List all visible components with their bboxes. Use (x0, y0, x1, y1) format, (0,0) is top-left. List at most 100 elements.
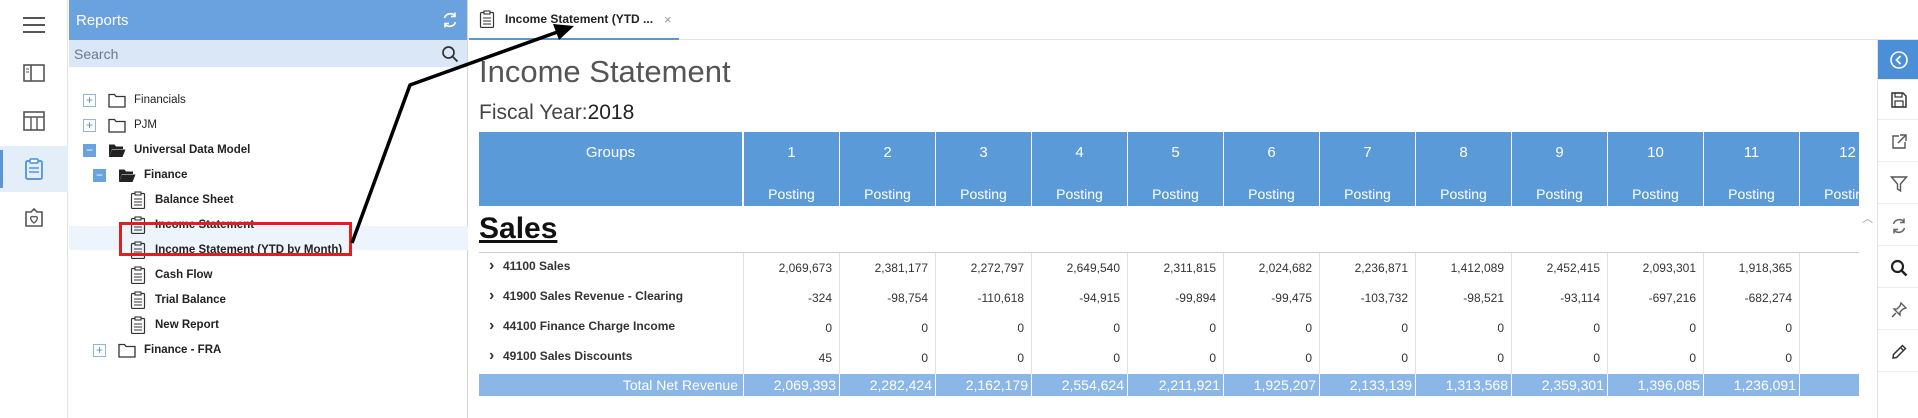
header-col-2[interactable]: 2 Posting (840, 132, 936, 206)
header-col-3[interactable]: 3 Posting (936, 132, 1032, 206)
header-col-number: 11 (1743, 144, 1760, 161)
tree-item-label: PJM (134, 119, 157, 131)
save-button[interactable] (1878, 80, 1918, 120)
collapse-toggle[interactable]: − (93, 168, 106, 182)
chevron-right-icon[interactable]: › (489, 257, 495, 274)
fiscal-year-label: Fiscal Year: (479, 101, 588, 124)
report-icon (479, 10, 495, 28)
tree-item-financials[interactable]: + Financials (83, 89, 186, 111)
row-label[interactable]: › 49100 Sales Discounts (489, 347, 632, 365)
search-button[interactable] (1878, 248, 1918, 288)
header-col-5[interactable]: 5 Posting (1128, 132, 1224, 206)
row-label[interactable]: › 41100 Sales (489, 257, 570, 275)
tree-item-label: Balance Sheet (155, 194, 234, 206)
header-col-8[interactable]: 8 Posting (1416, 132, 1512, 206)
chevron-right-icon[interactable]: › (489, 347, 495, 364)
grid-divider (479, 252, 1859, 253)
tree-item-trial-balance[interactable]: Trial Balance (129, 289, 226, 311)
chevron-right-icon[interactable]: › (489, 317, 495, 334)
header-col-11[interactable]: 11 Posting (1704, 132, 1800, 206)
export-button[interactable] (1878, 122, 1918, 162)
table-row[interactable]: › 41900 Sales Revenue - Clearing -324 -98,7… (479, 283, 1859, 313)
tree-item-universal-data-model[interactable]: − Universal Data Model (83, 139, 250, 161)
folder-open-icon (118, 166, 136, 184)
pin-button[interactable] (1878, 290, 1918, 330)
cell-value: 2,649,540 (1066, 261, 1120, 275)
total-row: Total Net Revenue 2,069,393 2,282,424 2,16… (479, 374, 1859, 396)
cell-value: 0 (1689, 351, 1696, 365)
row-label[interactable]: › 41900 Sales Revenue - Clearing (489, 287, 683, 305)
scroll-up-icon[interactable]: ︿ (1862, 213, 1873, 225)
row-label[interactable]: › 44100 Finance Charge Income (489, 317, 675, 335)
tree-item-cash-flow[interactable]: Cash Flow (129, 264, 213, 286)
header-col-6[interactable]: 6 Posting (1224, 132, 1320, 206)
search-icon[interactable] (441, 45, 459, 63)
tree-item-label: Finance (144, 169, 188, 181)
header-col-1[interactable]: 1 Posting (744, 132, 840, 206)
total-value: 1,925,207 (1253, 377, 1316, 393)
cell-value: 0 (921, 351, 928, 365)
table-row[interactable]: › 44100 Finance Charge Income 0 0 0 0 0 0 0 0 0 0 0 (479, 313, 1859, 343)
chevron-right-icon[interactable]: › (489, 287, 495, 304)
header-col-9[interactable]: 9 Posting (1512, 132, 1608, 206)
cell-value: 0 (1209, 321, 1216, 335)
header-col-7[interactable]: 7 Posting (1320, 132, 1416, 206)
expand-toggle[interactable]: + (93, 343, 106, 357)
search-input[interactable] (74, 45, 374, 62)
tree-item-label: New Report (155, 319, 219, 331)
cell-value: 0 (1785, 321, 1792, 335)
dashboards-button[interactable] (0, 98, 68, 144)
tab-income-statement-ytd[interactable]: Income Statement (YTD ... × (469, 0, 679, 40)
expand-toggle[interactable]: + (83, 118, 96, 132)
grid-line (1415, 253, 1416, 374)
cell-value: 0 (1113, 351, 1120, 365)
pin-icon (1891, 301, 1907, 317)
total-value: 2,554,624 (1061, 377, 1124, 393)
cell-value: 1,412,089 (1450, 261, 1504, 275)
header-col-12[interactable]: 12 Posting (1800, 132, 1859, 206)
cell-value: -103,732 (1360, 291, 1408, 305)
expand-toggle[interactable]: + (83, 93, 96, 107)
total-value: 1,396,085 (1637, 377, 1700, 393)
total-value: 1,236,091 (1733, 377, 1796, 393)
edit-button[interactable] (1878, 332, 1918, 372)
annotation-highlight-box (119, 222, 352, 256)
total-value: 2,069,393 (773, 377, 836, 393)
filter-icon (1889, 175, 1908, 192)
filter-button[interactable] (1878, 164, 1918, 204)
cell-value: 0 (1209, 351, 1216, 365)
toggle-sidebar-button[interactable] (0, 50, 68, 96)
header-col-4[interactable]: 4 Posting (1032, 132, 1128, 206)
report-icon (129, 266, 147, 284)
header-col-number: 4 (1075, 144, 1084, 161)
menu-button[interactable] (0, 2, 68, 48)
total-value: 2,359,301 (1541, 377, 1604, 393)
tree-item-pjm[interactable]: + PJM (83, 114, 157, 136)
header-col-10[interactable]: 10 Posting (1608, 132, 1704, 206)
table-row[interactable]: › 41100 Sales 2,069,673 2,381,177 2,272,797 2… (479, 253, 1859, 283)
report-title: Income Statement (479, 54, 731, 89)
tree-item-new-report[interactable]: New Report (129, 314, 219, 336)
row-label-text: 44100 Finance Charge Income (503, 319, 676, 333)
tree-item-finance[interactable]: − Finance (93, 164, 187, 186)
refresh-icon[interactable] (441, 11, 459, 29)
collapse-toggle[interactable]: − (83, 143, 96, 157)
cell-value: -98,754 (887, 291, 928, 305)
refresh-button[interactable] (1878, 206, 1918, 246)
total-separator (1511, 374, 1512, 396)
cell-value: 2,069,673 (778, 261, 832, 275)
collapse-button[interactable] (1878, 40, 1918, 80)
close-icon[interactable]: × (664, 12, 672, 27)
table-row[interactable]: › 49100 Sales Discounts 45 0 0 0 0 0 0 0 0 0 0 (479, 343, 1859, 373)
header-groups[interactable]: Groups (479, 132, 743, 206)
tree-item-finance-fra[interactable]: + Finance - FRA (93, 339, 221, 361)
total-value: 2,162,179 (965, 377, 1028, 393)
tree-item-balance-sheet[interactable]: Balance Sheet (129, 189, 234, 211)
favorites-button[interactable] (0, 194, 68, 240)
reports-button[interactable] (0, 146, 68, 192)
total-separator (1031, 374, 1032, 396)
total-separator (1127, 374, 1128, 396)
cell-value: 0 (1401, 321, 1408, 335)
header-col-subtitle: Posting (1056, 186, 1103, 202)
